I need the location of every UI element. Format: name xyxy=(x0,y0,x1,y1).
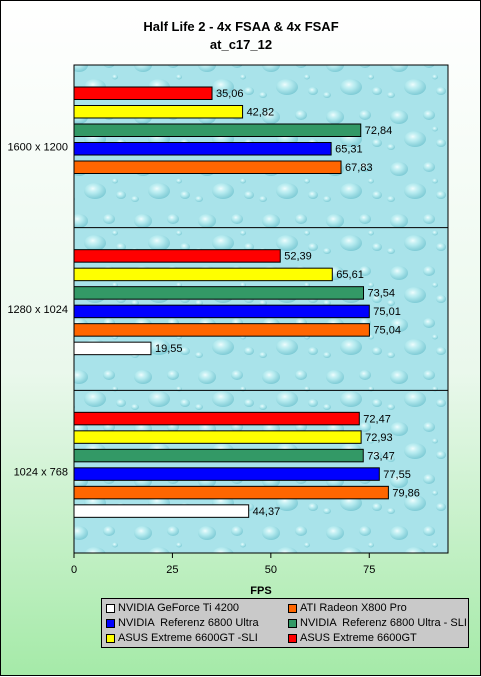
x-tick-label: 50 xyxy=(265,564,277,576)
chart-subtitle: at_c17_12 xyxy=(210,37,272,52)
bar xyxy=(73,485,389,500)
category-dividers xyxy=(74,227,448,391)
legend-swatch xyxy=(288,633,297,643)
data-label: 73,54 xyxy=(368,288,396,300)
bar xyxy=(73,123,362,137)
x-tick-label: 75 xyxy=(363,564,375,576)
data-label: 67,83 xyxy=(345,162,373,174)
data-label: 52,39 xyxy=(284,251,312,263)
category-label: 1024 x 768 xyxy=(14,467,68,479)
bar xyxy=(73,467,380,481)
legend-item: NVIDIA Referenz 6800 Ultra xyxy=(106,616,259,630)
data-label: 35,06 xyxy=(216,88,244,100)
bar xyxy=(73,341,152,356)
x-axis: 0 25 50 75 xyxy=(71,553,375,576)
bar xyxy=(73,267,333,282)
chart-title: Half Life 2 - 4x FSAA & 4x FSAF xyxy=(143,19,338,34)
legend-label: ASUS Extreme 6600GT xyxy=(300,632,417,644)
bar xyxy=(73,411,360,426)
x-axis-title: FPS xyxy=(250,585,271,597)
bars xyxy=(73,86,389,518)
data-label: 42,82 xyxy=(247,107,275,119)
legend-item: ATI Radeon X800 Pro xyxy=(288,601,407,615)
data-label: 72,93 xyxy=(365,432,393,444)
data-label: 75,04 xyxy=(373,325,401,337)
data-label: 77,55 xyxy=(383,469,411,481)
data-label: 72,47 xyxy=(363,413,391,425)
bar xyxy=(73,286,365,300)
category-label: 1600 x 1200 xyxy=(7,141,68,153)
data-label: 79,86 xyxy=(392,487,420,499)
bar xyxy=(73,504,250,518)
legend-swatch xyxy=(288,618,297,628)
legend: NVIDIA GeForce Ti 4200 ATI Radeon X800 Pr… xyxy=(101,598,469,648)
legend-label: NVIDIA Referenz 6800 Ultra xyxy=(118,617,259,629)
x-tick-label: 0 xyxy=(71,564,77,576)
bar xyxy=(73,304,370,319)
legend-swatch xyxy=(106,633,115,643)
bar xyxy=(73,86,213,100)
bar xyxy=(73,448,364,463)
category-labels: 1600 x 1200 1280 x 1024 1024 x 768 xyxy=(7,141,68,478)
data-label: 75,01 xyxy=(373,306,401,318)
legend-swatch xyxy=(106,618,115,628)
data-label: 44,37 xyxy=(253,506,281,518)
category-label: 1280 x 1024 xyxy=(7,304,68,316)
legend-swatch xyxy=(106,603,115,613)
data-label: 19,55 xyxy=(155,343,183,355)
bar xyxy=(73,323,370,337)
bar xyxy=(73,105,244,119)
legend-item: NVIDIA Referenz 6800 Ultra - SLI xyxy=(288,616,467,630)
data-label: 65,31 xyxy=(335,144,363,156)
bar xyxy=(73,160,342,174)
data-label: 72,84 xyxy=(365,125,393,137)
x-tick-label: 25 xyxy=(166,564,178,576)
legend-swatch xyxy=(288,603,297,613)
bar xyxy=(73,430,362,444)
legend-label: NVIDIA GeForce Ti 4200 xyxy=(118,602,240,614)
legend-label: ATI Radeon X800 Pro xyxy=(300,602,407,614)
bar xyxy=(73,142,332,156)
legend-label: ASUS Extreme 6600GT -SLI xyxy=(118,632,258,644)
legend-label: NVIDIA Referenz 6800 Ultra - SLI xyxy=(300,617,467,629)
legend-item: ASUS Extreme 6600GT -SLI xyxy=(106,631,258,645)
legend-item: ASUS Extreme 6600GT xyxy=(288,631,417,645)
data-label: 73,47 xyxy=(367,450,395,462)
legend-item: NVIDIA GeForce Ti 4200 xyxy=(106,601,239,615)
data-label: 65,61 xyxy=(336,269,364,281)
bar xyxy=(73,249,281,263)
